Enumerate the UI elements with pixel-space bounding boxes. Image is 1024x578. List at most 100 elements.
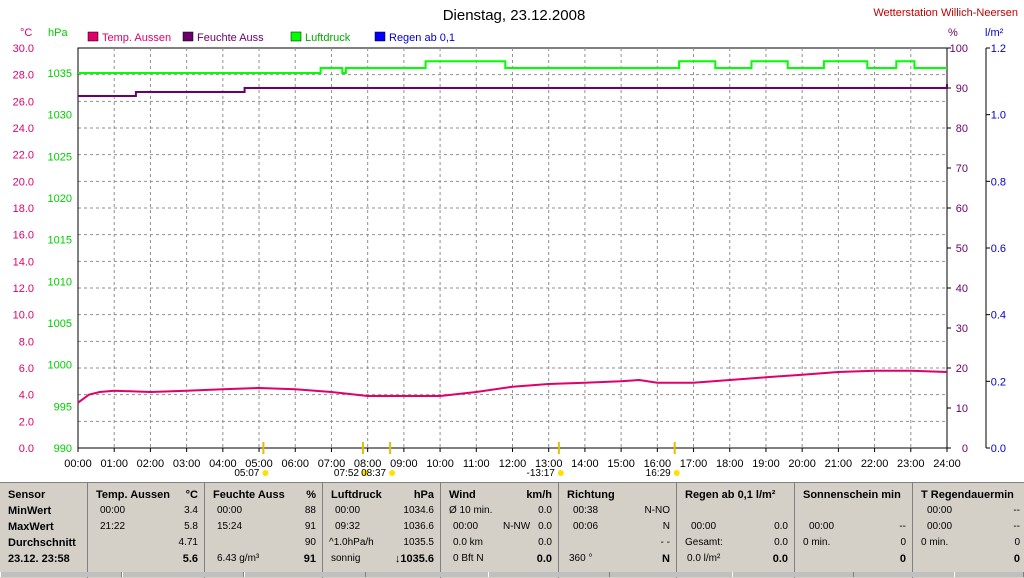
dir-header: Richtung — [567, 489, 615, 501]
x-tick-label: 08:00 — [354, 458, 382, 470]
humidity-tick-label: 90 — [956, 83, 968, 95]
rain-tick-label: 0.2 — [991, 376, 1006, 388]
x-tick-label: 12:00 — [499, 458, 527, 470]
rain-tick-label: 0.0 — [991, 443, 1006, 455]
x-tick-label: 03:00 — [173, 458, 201, 470]
hum-absolute: 6.43 g/m³ — [217, 553, 260, 564]
horizontal-scrollbar[interactable] — [0, 572, 1024, 577]
wind-header: Wind — [449, 489, 476, 501]
temp-tick-label: 8.0 — [19, 336, 34, 348]
chart-legend: Temp. Aussen Feuchte Auss Luftdruck Regen a… — [87, 31, 455, 44]
regdauer-time-2: 00:00 — [927, 521, 953, 532]
pressure-tick-label: 990 — [54, 443, 72, 455]
marker-sun-icon-2 — [389, 470, 396, 476]
rain-time: 00:00 — [691, 521, 717, 532]
temp-header: Temp. Aussen — [96, 489, 170, 501]
temp-max-time: 21:22 — [100, 521, 126, 532]
wind-avg-label: Ø 10 min. — [449, 505, 493, 516]
press-forecast: sonnig — [331, 553, 361, 564]
wind-max-time: 00:00 — [453, 521, 479, 532]
col-rain-duration: T Regendauermin 00:00 -- 00:00 -- 0 min.… — [913, 483, 1024, 578]
x-tick-label: 10:00 — [426, 458, 454, 470]
humidity-tick-label: 0 — [962, 443, 968, 455]
temp-tick-label: 20.0 — [13, 176, 34, 188]
sun-current-value: 0 — [899, 553, 906, 565]
temp-unit: °C — [185, 489, 198, 501]
row-label-max: MaxWert — [8, 521, 54, 533]
wind-max-value: 0.0 — [538, 521, 552, 532]
pressure-tick-label: 1035 — [48, 68, 72, 80]
legend-swatch-3 — [374, 31, 386, 42]
hum-max-time: 15:24 — [217, 521, 243, 532]
dir-current-value: N — [662, 553, 670, 565]
chart-axes: 30.0 28.0 26.0 24.0 22.0 20.0 18.0 16.0 14.0 12.0… — [13, 43, 1006, 470]
x-tick-label: 13:00 — [535, 458, 563, 470]
humidity-tick-label: 30 — [956, 323, 968, 335]
hum-max-value: 91 — [304, 521, 316, 532]
hum-unit: % — [306, 489, 316, 501]
sun-header: Sonnenschein min — [803, 489, 901, 501]
rain-axis-unit: l/m² — [985, 27, 1004, 39]
x-tick-label: 14:00 — [571, 458, 599, 470]
regdauer-value-2: -- — [1013, 521, 1020, 532]
col-sunshine: Sonnenschein min 00:00 -- 0 min. 0 0 — [795, 483, 913, 578]
pressure-tick-label: 995 — [54, 401, 72, 413]
rain-tick-label: 0.6 — [991, 243, 1006, 255]
regdauer-header: T Regendauermin — [921, 489, 1014, 501]
humidity-tick-label: 50 — [956, 243, 968, 255]
press-trend: ^1.0hPa/h — [329, 537, 374, 548]
hum-current-value: 91 — [303, 553, 316, 565]
temp-tick-label: 0.0 — [19, 443, 34, 455]
x-tick-label: 23:00 — [897, 458, 925, 470]
humidity-tick-label: 100 — [950, 43, 968, 55]
temp-avg-value: 4.71 — [178, 537, 198, 548]
sun-markers: 07:52 05:07 08:37 -13:17 16:29 — [234, 442, 680, 479]
x-tick-label: 16:00 — [644, 458, 672, 470]
temp-min-value: 3.4 — [184, 505, 198, 516]
x-tick-label: 15:00 — [607, 458, 635, 470]
sun-value: -- — [899, 521, 906, 532]
rain-tick-label: 1.0 — [991, 110, 1006, 122]
temp-tick-label: 16.0 — [13, 230, 34, 242]
legend-label-2: Luftdruck — [305, 32, 351, 44]
sensor-header: Sensor — [8, 489, 46, 501]
wind-avg-value: 0.0 — [538, 505, 552, 516]
x-tick-label: 20:00 — [788, 458, 816, 470]
hum-avg-value: 90 — [304, 537, 316, 548]
x-tick-label: 21:00 — [825, 458, 853, 470]
dir-time-1: 00:38 — [573, 505, 599, 516]
col-wind: Wind km/h Ø 10 min. 0.0 00:00 N-NW 0.0 0… — [441, 483, 559, 578]
x-tick-label: 05:00 — [245, 458, 273, 470]
temp-min-time: 00:00 — [100, 505, 126, 516]
marker-label-0: 07:52 — [334, 468, 359, 479]
hum-min-time: 00:00 — [217, 505, 243, 516]
dir-value-2: N — [662, 521, 670, 532]
pressure-tick-label: 1010 — [48, 276, 72, 288]
marker-label-1: 05:07 — [234, 468, 259, 479]
col-temp: Temp. Aussen °C 00:00 3.4 21:22 5.8 4.71… — [88, 483, 205, 578]
dir-value-1: N-NO — [644, 505, 670, 516]
col-sensor: Sensor MinWert MaxWert Durchschnitt 23.1… — [0, 483, 88, 578]
row-label-min: MinWert — [8, 505, 52, 517]
temp-max-value: 5.8 — [184, 521, 198, 532]
pressure-axis-unit: hPa — [48, 27, 68, 39]
temp-tick-label: 4.0 — [19, 390, 34, 402]
temp-tick-label: 2.0 — [19, 416, 34, 428]
rain-header: Regen ab 0,1 l/m² — [685, 489, 776, 501]
x-tick-label: 19:00 — [752, 458, 780, 470]
regdauer-total-value: 0 — [1014, 537, 1020, 548]
humidity-tick-label: 60 — [956, 203, 968, 215]
humidity-tick-label: 10 — [956, 403, 968, 415]
pressure-tick-label: 1000 — [48, 360, 72, 372]
wind-distance: 0.0 km — [453, 537, 484, 548]
legend-label-1: Feuchte Auss — [197, 32, 264, 44]
pressure-tick-label: 1020 — [48, 193, 72, 205]
x-tick-label: 07:00 — [318, 458, 346, 470]
regdauer-value-1: -- — [1013, 505, 1020, 516]
humidity-axis-unit: % — [948, 27, 958, 39]
col-pressure: Luftdruck hPa 00:00 1034.6 09:32 1036.6 … — [323, 483, 441, 578]
press-trend-value: 1035.5 — [403, 537, 434, 548]
series-line-1 — [78, 84, 948, 97]
temp-tick-label: 18.0 — [13, 203, 34, 215]
legend-label-0: Temp. Aussen — [102, 32, 171, 44]
